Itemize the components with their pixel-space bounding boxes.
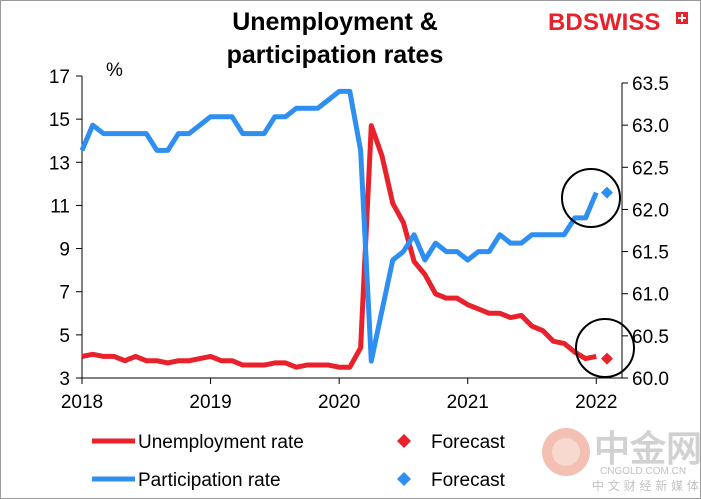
watermark-site: CNGOLD.COM.CN [600, 466, 686, 477]
right-tick-label: 60.5 [632, 327, 669, 348]
right-tick-label: 63.0 [632, 116, 669, 137]
right-tick-label: 61.5 [632, 243, 669, 264]
x-axis-ticks: 2018 2019 2020 2021 2022 [61, 378, 617, 413]
chart-title-line2: participation rates [227, 41, 444, 69]
forecast-point-participation [600, 186, 613, 199]
series-line-unemployment [81, 123, 597, 370]
right-tick-label: 62.5 [632, 158, 669, 179]
legend: Unemployment rate Forecast Participation… [92, 432, 506, 491]
left-tick-label: 13 [49, 153, 70, 174]
watermark-chinese-subtitle: 中 文 财 经 新 媒 体 [592, 478, 699, 493]
left-tick-label: 3 [59, 369, 70, 390]
left-tick-label: 17 [49, 67, 70, 88]
right-tick-label: 63.5 [632, 74, 669, 95]
logo-bd-text: BD [548, 9, 583, 36]
left-tick-label: 5 [59, 326, 70, 347]
left-axis-unit-label: % [106, 60, 123, 81]
forecast-markers [600, 186, 613, 365]
left-tick-label: 11 [50, 196, 70, 217]
left-tick-label: 15 [49, 110, 70, 131]
legend-label-participation: Participation rate [138, 470, 281, 491]
participation-forecast-highlight-circle [561, 168, 621, 228]
logo-swiss-text: SWISS [583, 9, 660, 36]
chart-title-line1: Unemployment & [232, 8, 438, 36]
swiss-cross-icon [676, 12, 688, 24]
x-tick-label: 2019 [189, 392, 231, 413]
unemployment-forecast-highlight-circle [575, 318, 635, 378]
x-tick-label: 2021 [447, 392, 489, 413]
x-tick-label: 2018 [61, 392, 103, 413]
legend-swatch-forecast-unemployment [397, 434, 411, 448]
x-tick-label: 2022 [575, 392, 617, 413]
left-axis-ticks: 3 5 7 9 11 13 15 17 [49, 67, 82, 390]
left-tick-label: 7 [59, 283, 70, 304]
series-line-participation [79, 88, 599, 364]
cngold-watermark: 中金网 CNGOLD.COM.CN 中 文 财 经 新 媒 体 [542, 428, 701, 493]
legend-swatch-forecast-participation [397, 472, 411, 486]
right-tick-label: 62.0 [632, 200, 669, 221]
left-tick-label: 9 [59, 240, 70, 261]
bdswiss-logo: BD SWISS [548, 9, 688, 36]
legend-label-forecast-unemployment: Forecast [431, 432, 506, 453]
right-axis-ticks: 60.0 60.5 61.0 61.5 62.0 62.5 63.0 63.5 [622, 74, 669, 390]
right-tick-label: 61.0 [632, 285, 669, 306]
legend-label-forecast-participation: Forecast [431, 470, 506, 491]
watermark-chinese-title: 中金网 [594, 428, 701, 470]
forecast-point-unemployment [600, 352, 613, 365]
right-tick-label: 60.0 [632, 369, 669, 390]
legend-label-unemployment: Unemployment rate [138, 432, 304, 453]
x-tick-label: 2020 [318, 392, 360, 413]
